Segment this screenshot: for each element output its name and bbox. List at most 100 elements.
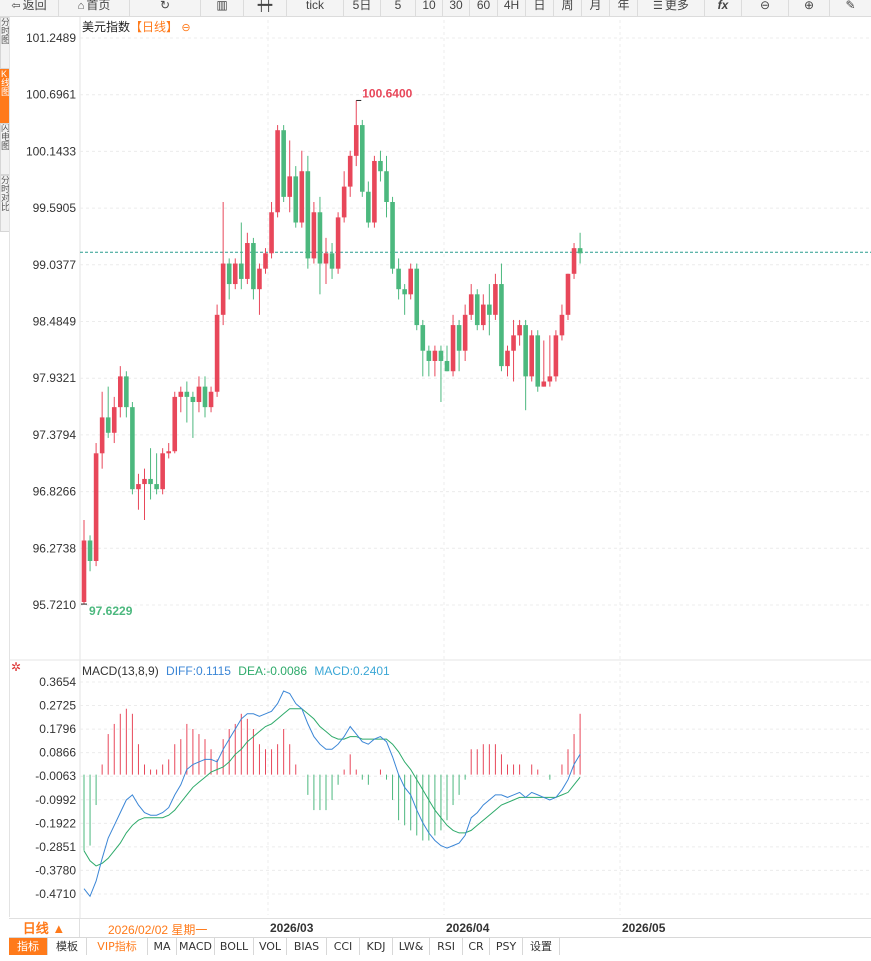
settings-tab[interactable]: 设置 (523, 938, 560, 955)
tab-indicators[interactable]: 指标 (9, 938, 48, 955)
candle-body (281, 130, 286, 197)
candle-body (275, 130, 280, 213)
candle-body (124, 376, 129, 408)
draw-button[interactable]: ✎ (830, 0, 871, 16)
candle-body (378, 160, 383, 172)
candle-body (547, 376, 553, 382)
candle-body (341, 186, 347, 218)
price-tick-label: 95.7210 (33, 598, 77, 612)
candle-body (251, 243, 256, 290)
candle-body (565, 273, 571, 315)
candle-body (481, 304, 486, 326)
month-label-mar: 2026/03 (270, 921, 314, 935)
candle-body (239, 263, 244, 279)
candle-body (142, 478, 147, 485)
candle-body (317, 212, 323, 264)
formula-button[interactable]: fx (705, 0, 742, 16)
period-week-button[interactable]: 周 (554, 0, 582, 16)
period-10min-button[interactable]: 10 (416, 0, 443, 16)
candle-type-button[interactable]: ┿┿ (244, 0, 287, 16)
candle-body (208, 391, 214, 408)
candle-body (81, 540, 87, 603)
macd-tick-label: -0.1922 (35, 816, 76, 830)
candle-body (154, 484, 159, 490)
period-5day-button[interactable]: 5日 (344, 0, 381, 16)
candle-body (372, 160, 377, 223)
tick-button[interactable]: tick (287, 0, 344, 16)
candle-body (118, 376, 123, 408)
candle-body (99, 417, 105, 454)
candle-body (456, 325, 462, 351)
candle-body (148, 478, 153, 485)
back-button[interactable]: ⇦ 返回 (0, 0, 59, 16)
candle-body (347, 155, 353, 187)
ind-kdj[interactable]: KDJ (360, 938, 393, 955)
minus-circle-icon[interactable]: ⊖ (181, 22, 191, 34)
home-button[interactable]: ⌂ 首页 (59, 0, 130, 16)
ind-macd[interactable]: MACD (177, 938, 215, 955)
candle-body (420, 325, 426, 351)
candle-body (293, 176, 299, 223)
period-60min-button[interactable]: 60 (470, 0, 498, 16)
candle-body (190, 396, 196, 403)
candle-body (571, 248, 577, 274)
candle-body (511, 335, 516, 351)
macd-tick-label: 0.3654 (39, 675, 76, 689)
candle-body (577, 248, 583, 254)
back-arrow-icon: ⇦ (11, 0, 21, 12)
candle-body (444, 360, 450, 372)
candle-body (136, 484, 141, 490)
candle-body (166, 451, 171, 454)
candle-body (196, 386, 202, 403)
zoom-in-button[interactable]: ⊕ (789, 0, 830, 16)
ind-cci[interactable]: CCI (327, 938, 360, 955)
candle-body (426, 350, 432, 361)
candle-body (408, 268, 413, 295)
period-30min-button[interactable]: 30 (443, 0, 470, 16)
candle-body (257, 268, 262, 290)
diff-value: DIFF:0.1115 (166, 664, 231, 678)
more-button[interactable]: ☰ 更多 (638, 0, 705, 16)
tab-vip-indicators[interactable]: VIP指标 (87, 938, 148, 955)
period-5min-button[interactable]: 5 (381, 0, 416, 16)
refresh-icon: ↻ (159, 0, 171, 12)
ind-ma[interactable]: MA (148, 938, 177, 955)
macd-tick-label: -0.2851 (35, 840, 76, 854)
period-tag: 【日线】 (130, 20, 179, 34)
date-axis-bar: 日线 ▲ 2026/02/02 星期一 2026/03 2026/04 2026… (9, 918, 871, 938)
refresh-button[interactable]: ↻ (130, 0, 201, 16)
ind-rsi[interactable]: RSI (430, 938, 463, 955)
ind-cr[interactable]: CR (463, 938, 490, 955)
candle-body (499, 284, 504, 367)
period-month-button[interactable]: 月 (582, 0, 610, 16)
chart-type-button[interactable]: ▥ (201, 0, 244, 16)
price-tick-label: 100.1433 (26, 144, 76, 158)
settings-icon[interactable]: ✲ (11, 660, 22, 674)
home-icon: ⌂ (77, 0, 85, 12)
candle-body (269, 212, 274, 254)
candle-body (87, 540, 93, 561)
tab-templates[interactable]: 模板 (48, 938, 87, 955)
candle-body (329, 253, 335, 269)
ind-vol[interactable]: VOL (254, 938, 287, 955)
candlestick-icon: ┿┿ (257, 0, 273, 12)
period-4h-button[interactable]: 4H (498, 0, 526, 16)
period-year-button[interactable]: 年 (610, 0, 638, 16)
ind-lw[interactable]: LW& (393, 938, 430, 955)
price-tick-label: 98.4849 (33, 315, 77, 329)
candle-body (414, 268, 420, 326)
ind-bias[interactable]: BIAS (287, 938, 327, 955)
candle-body (390, 202, 395, 269)
candle-body (184, 391, 190, 397)
month-label-may: 2026/05 (622, 921, 666, 935)
function-icon: fx (717, 0, 729, 12)
bar-chart-icon: ▥ (216, 0, 228, 12)
zoom-out-icon: ⊖ (759, 0, 771, 12)
ind-psy[interactable]: PSY (490, 938, 523, 955)
ind-boll[interactable]: BOLL (215, 938, 254, 955)
period-day-button[interactable]: 日 (526, 0, 554, 16)
price-tick-label: 101.2489 (26, 31, 76, 45)
zoom-out-button[interactable]: ⊖ (742, 0, 789, 16)
period-select-button[interactable]: 日线 ▲ (9, 919, 80, 938)
